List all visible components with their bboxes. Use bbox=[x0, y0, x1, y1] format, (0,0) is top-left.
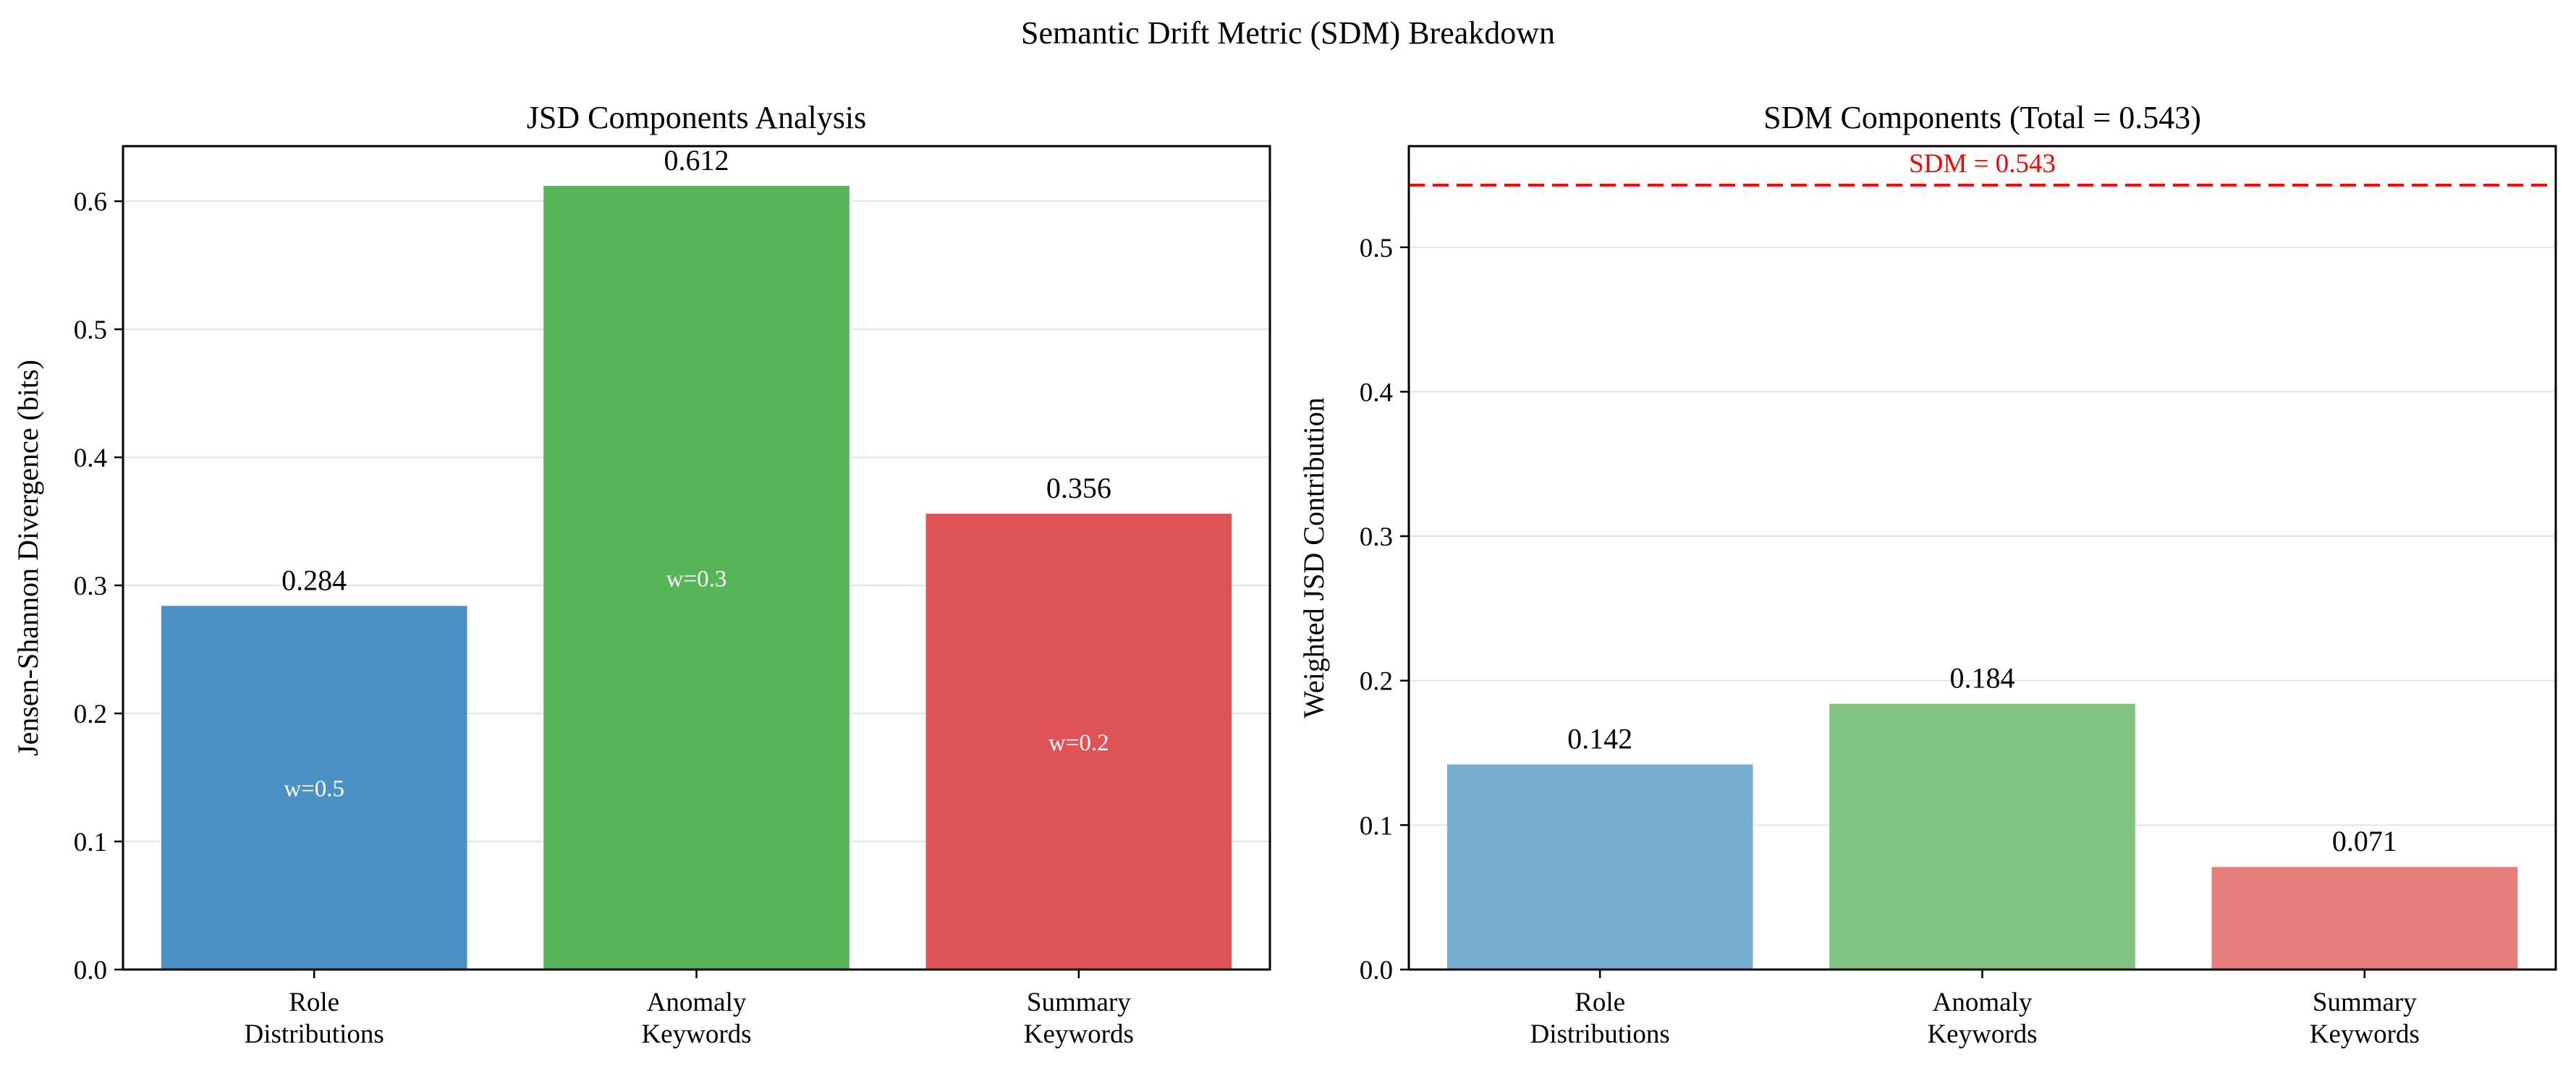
y-tick-label: 0.4 bbox=[74, 444, 107, 473]
x-tick-label-line: Anomaly bbox=[647, 988, 747, 1017]
chart-panel-2: 0.142 0.184 0.071 SDM = 0.543 0.0 0.1 0.2 0.3 0.… bbox=[1297, 100, 2557, 1049]
y-tick-label: 0.2 bbox=[74, 700, 107, 729]
x-tick-label-line: Anomaly bbox=[1933, 988, 2033, 1017]
y-tick-label: 0.2 bbox=[1360, 667, 1393, 697]
y-tick-label: 0.1 bbox=[1360, 811, 1393, 841]
x-tick-label-line: Keywords bbox=[641, 1019, 751, 1049]
bar-weight-label: w=0.2 bbox=[1048, 730, 1109, 756]
chart-title: SDM Components (Total = 0.543) bbox=[1763, 100, 2201, 135]
y-tick-label: 0.3 bbox=[74, 572, 107, 601]
x-tick-label-line: Distributions bbox=[245, 1019, 384, 1049]
x-tick-label: Summary Keywords bbox=[1024, 988, 1134, 1049]
y-tick-label: 0.3 bbox=[1360, 522, 1393, 552]
chart-title: JSD Components Analysis bbox=[527, 100, 866, 135]
bar bbox=[2211, 867, 2518, 970]
figure-title: Semantic Drift Metric (SDM) Breakdown bbox=[1021, 15, 1555, 51]
y-axis-label: Jensen-Shannon Divergence (bits) bbox=[12, 360, 44, 756]
bar-value-label: 0.356 bbox=[1046, 472, 1111, 504]
bar-weight-label: w=0.3 bbox=[666, 566, 727, 592]
y-tick-label: 0.1 bbox=[74, 828, 107, 857]
y-tick-label: 0.5 bbox=[1360, 234, 1393, 263]
reference-line-label: SDM = 0.543 bbox=[1909, 149, 2056, 179]
bar-value-label: 0.612 bbox=[664, 144, 729, 177]
bar-weight-label: w=0.5 bbox=[284, 776, 344, 802]
chart-panel-1: 0.284 w=0.5 0.612 w=0.3 0.356 w=0.2 0.0 0.1 0.2 0… bbox=[12, 100, 1271, 1049]
x-tick-label: Anomaly Keywords bbox=[641, 988, 751, 1049]
x-tick-label-line: Summary bbox=[1027, 988, 1131, 1017]
x-tick-label-line: Keywords bbox=[1024, 1019, 1134, 1049]
y-tick-label: 0.6 bbox=[74, 187, 107, 217]
x-tick-label-line: Distributions bbox=[1530, 1019, 1670, 1049]
x-tick-label-line: Role bbox=[1575, 988, 1625, 1017]
bar bbox=[543, 185, 850, 970]
bar-value-label: 0.071 bbox=[2332, 825, 2397, 857]
bar bbox=[1829, 703, 2135, 970]
y-tick-label: 0.5 bbox=[74, 315, 107, 345]
x-tick-label-line: Summary bbox=[2313, 988, 2417, 1017]
x-tick-label-line: Role bbox=[289, 988, 339, 1017]
x-tick-label: Role Distributions bbox=[1530, 988, 1670, 1049]
y-tick-label: 0.0 bbox=[1360, 956, 1393, 985]
x-tick-label: Summary Keywords bbox=[2310, 988, 2420, 1049]
bar bbox=[161, 606, 467, 970]
bar bbox=[925, 513, 1232, 970]
y-axis-label: Weighted JSD Contribution bbox=[1297, 397, 1330, 718]
bar-value-label: 0.142 bbox=[1567, 722, 1632, 755]
bar-value-label: 0.284 bbox=[281, 564, 347, 596]
x-tick-label-line: Keywords bbox=[2310, 1019, 2420, 1049]
x-tick-label-line: Keywords bbox=[1927, 1019, 2037, 1049]
x-tick-label: Role Distributions bbox=[245, 988, 384, 1049]
y-tick-label: 0.0 bbox=[74, 956, 107, 985]
bar bbox=[1446, 764, 1753, 970]
x-tick-label: Anomaly Keywords bbox=[1927, 988, 2037, 1049]
bar-value-label: 0.184 bbox=[1950, 662, 2015, 695]
y-tick-label: 0.4 bbox=[1360, 378, 1393, 407]
